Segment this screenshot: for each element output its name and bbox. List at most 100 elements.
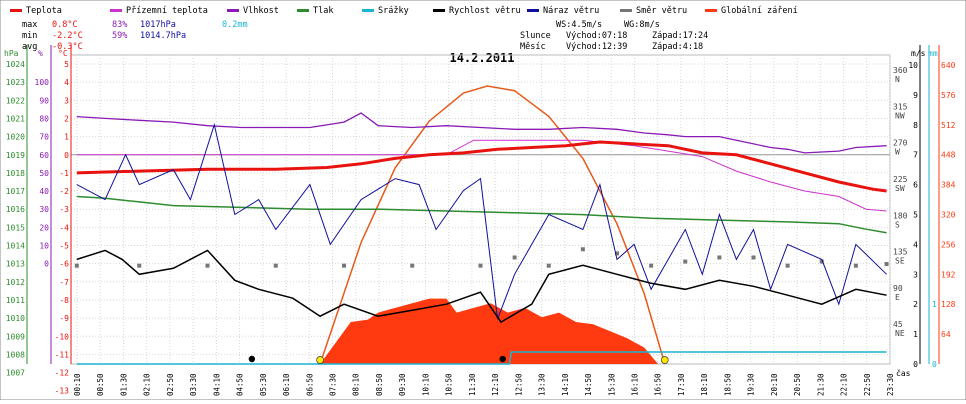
axis-hpa-tick: 1022	[6, 96, 25, 105]
series-solar-area	[320, 298, 658, 364]
axis-direction-deg: 135	[893, 248, 908, 257]
axis-celsius-tick: 1	[64, 133, 69, 142]
axis-celsius-tick: -10	[55, 332, 70, 341]
axis-direction-deg: 45	[893, 320, 903, 329]
axis-ms-tick: 9	[913, 91, 918, 100]
axis-celsius-tick: -8	[59, 296, 69, 305]
moonset-marker	[248, 355, 256, 363]
x-tick-label: 10:50	[445, 373, 454, 396]
axis-hpa-tick: 1008	[6, 350, 25, 359]
axis-direction-dir: NE	[895, 329, 905, 338]
x-tick-label: 04:10	[212, 373, 221, 396]
x-tick-label: 23:30	[886, 373, 895, 396]
axis-direction-deg: 90	[893, 284, 903, 293]
x-tick-label: 19:30	[747, 373, 756, 396]
legend: Teplota Přízemní teplota Vlhkost Tlak Srážky…	[10, 6, 798, 16]
axis-wm2-tick: 256	[941, 240, 956, 249]
x-tick-label: 15:30	[607, 373, 616, 396]
axis-ms-title: m/s	[911, 49, 926, 58]
axis-direction-dir: E	[895, 293, 900, 302]
axis-celsius-tick: -2	[59, 187, 69, 196]
axis-percent-tick: 10	[39, 242, 49, 251]
legend-swatch	[620, 9, 632, 12]
sunrise-marker	[316, 356, 324, 364]
axis-percent-tick: 20	[39, 223, 49, 232]
x-tick-label: 02:50	[166, 373, 175, 396]
series-gust-line	[76, 122, 887, 320]
series-wind-dir-point	[819, 259, 824, 264]
sun-rise: Východ:07:18	[566, 31, 627, 41]
series-wind-dir-point	[546, 263, 551, 268]
stat-avg-temp: -0.3°C	[52, 42, 83, 52]
series-ground-temp-line	[76, 139, 887, 212]
axis-direction-deg: 180	[893, 211, 908, 220]
axis-direction-deg: 315	[893, 102, 908, 111]
axis-celsius-tick: 0	[64, 151, 69, 160]
axis-hpa-tick: 1019	[6, 151, 25, 160]
axis-direction-dir: S	[895, 220, 900, 229]
axis-hpa-tick: 1009	[6, 332, 25, 341]
stat-max-label: max	[22, 20, 37, 30]
legend-label: Globální záření	[721, 6, 798, 16]
axis-celsius-tick: -5	[59, 242, 69, 251]
x-tick-label: 21:30	[816, 373, 825, 396]
sun-label: Slunce	[520, 31, 551, 41]
axis-wm2-tick: 384	[941, 181, 956, 190]
legend-label: Směr větru	[636, 6, 687, 16]
moonrise-marker	[499, 355, 506, 363]
axis-ms-tick: 3	[913, 270, 918, 279]
series-wind-dir-point	[751, 255, 756, 260]
axis-celsius-tick: -4	[59, 223, 69, 232]
legend-swatch	[705, 9, 717, 12]
legend-swatch	[10, 9, 22, 12]
stat-min-temp: -2.2°C	[52, 31, 83, 41]
series-temperature-line	[76, 140, 887, 193]
series-wind-dir-point	[683, 259, 688, 264]
axis-hpa-tick: 1021	[6, 114, 25, 123]
x-tick-label: 00:50	[96, 373, 105, 396]
axis-hpa-tick: 1024	[6, 60, 25, 69]
axis-mm-title: mm	[928, 49, 938, 58]
x-tick-label: 07:30	[329, 373, 338, 396]
series-rain-line	[76, 351, 887, 365]
axis-percent-tick: 100	[35, 78, 50, 87]
axis-percent-title: %	[38, 49, 43, 58]
x-tick-label: 22:10	[840, 373, 849, 396]
x-tick-label: 06:50	[305, 373, 314, 396]
axis-ms-tick: 10	[908, 61, 918, 70]
axis-hpa-tick: 1011	[6, 296, 25, 305]
x-tick-label: 22:50	[863, 373, 872, 396]
stat-max-press: 1017hPa	[140, 20, 176, 30]
axis-hpa-tick: 1018	[6, 169, 25, 178]
axis-direction-deg: 225	[893, 175, 908, 184]
moon-label: Měsíc	[520, 42, 546, 52]
axis-hpa-tick: 1010	[6, 314, 25, 323]
axis-hpa-tick: 1017	[6, 187, 25, 196]
axis-celsius-tick: -13	[55, 387, 70, 396]
x-tick-label: 11:30	[468, 373, 477, 396]
x-tick-label: 13:30	[538, 373, 547, 396]
axis-hpa-tick: 1012	[6, 278, 25, 287]
x-tick-label: 18:10	[700, 373, 709, 396]
legend-label: Rychlost větru	[449, 6, 521, 16]
axis-mm-tick: 1	[932, 300, 937, 309]
stat-min-label: min	[22, 31, 37, 41]
x-tick-label: 16:50	[654, 373, 663, 396]
axis-hpa-tick: 1013	[6, 260, 25, 269]
x-tick-label: 12:10	[491, 373, 500, 396]
sun-set: Západ:17:24	[652, 31, 708, 41]
series-wind-dir-point	[137, 263, 142, 268]
axis-direction-deg: 270	[893, 139, 908, 148]
axis-ms-tick: 7	[913, 151, 918, 160]
x-tick-label: 10:10	[421, 373, 430, 396]
series-wind-dir-point	[717, 255, 722, 260]
legend-label: Srážky	[378, 6, 409, 16]
axis-percent-tick: 30	[39, 205, 49, 214]
wind-ws: WS:4.5m/s	[556, 20, 602, 30]
axis-percent-tick: 40	[39, 187, 49, 196]
axis-wm2-tick: 192	[941, 270, 956, 279]
axis-celsius-tick: 5	[64, 60, 69, 69]
legend-swatch	[297, 9, 309, 12]
stat-max-rain: 0.2mm	[222, 20, 248, 30]
